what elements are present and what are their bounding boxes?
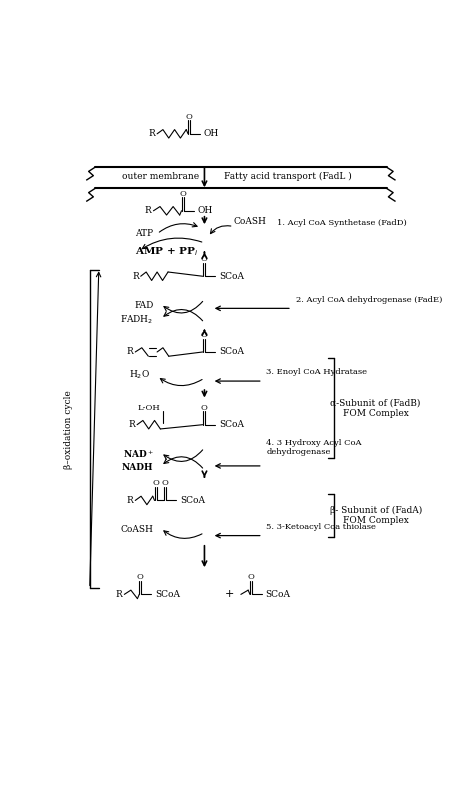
Text: O: O [200,255,207,264]
Text: FADH$_2$: FADH$_2$ [120,313,153,326]
Text: SCoA: SCoA [180,496,205,505]
Text: β–oxidation cycle: β–oxidation cycle [64,390,73,468]
Text: SCoA: SCoA [155,590,180,599]
Text: outer membrane: outer membrane [122,172,199,181]
Text: SCoA: SCoA [219,348,244,357]
Text: AMP + PP$_i$: AMP + PP$_i$ [135,246,198,258]
Text: O: O [186,113,193,121]
Text: SCoA: SCoA [219,272,244,281]
Text: Fatty acid transport (FadL ): Fatty acid transport (FadL ) [224,172,352,181]
Text: R: R [149,129,155,139]
Text: R: R [128,420,135,429]
Text: OH: OH [204,129,219,139]
Text: O: O [200,331,207,339]
Text: H$_2$O: H$_2$O [129,369,150,381]
Text: NAD$^+$: NAD$^+$ [123,448,153,460]
Text: R: R [127,348,133,357]
Text: SCoA: SCoA [266,590,290,599]
Text: R: R [132,272,139,281]
Text: O: O [152,479,159,487]
Text: CoASH: CoASH [234,217,266,226]
Text: FAD: FAD [134,301,153,310]
Text: α-Subunit of (FadB)
FOM Complex: α-Subunit of (FadB) FOM Complex [330,398,421,418]
Text: O: O [161,479,168,487]
Text: 4. 3 Hydroxy Acyl CoA
dehydrogenase: 4. 3 Hydroxy Acyl CoA dehydrogenase [266,439,362,456]
Text: O: O [179,190,186,198]
Text: ATP: ATP [135,229,153,238]
Text: R: R [116,590,123,599]
Text: L-OH: L-OH [138,404,161,412]
Text: β- Subunit of (FadA)
FOM Complex: β- Subunit of (FadA) FOM Complex [329,506,422,526]
Text: 1. Acyl CoA Synthetase (FadD): 1. Acyl CoA Synthetase (FadD) [277,219,407,227]
Text: O: O [137,574,144,582]
Text: 3. Enoyl CoA Hydratase: 3. Enoyl CoA Hydratase [266,368,368,376]
Text: CoASH: CoASH [121,525,153,534]
Text: 5. 3-Ketoacyl Coa thiolase: 5. 3-Ketoacyl Coa thiolase [266,523,376,530]
Text: O: O [248,574,255,582]
Text: +: + [225,589,235,600]
Text: 2. Acyl CoA dehydrogenase (FadE): 2. Acyl CoA dehydrogenase (FadE) [296,297,442,305]
Text: R: R [145,206,152,216]
Text: SCoA: SCoA [219,420,244,429]
Text: NADH: NADH [122,463,153,471]
Text: OH: OH [197,206,212,216]
Text: R: R [127,496,133,505]
Text: O: O [200,404,207,412]
